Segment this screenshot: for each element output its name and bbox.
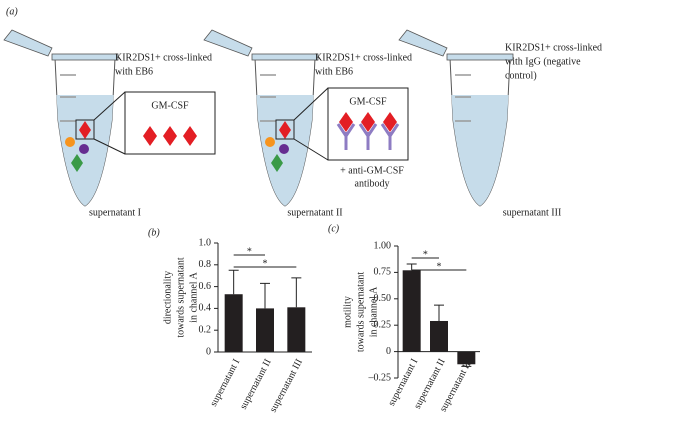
caption: supernatant II xyxy=(287,207,342,218)
antibody xyxy=(358,123,378,150)
marker xyxy=(361,112,375,132)
y-tick-label: 0.2 xyxy=(199,324,212,335)
panel-label: (b) xyxy=(148,227,160,238)
significance: * xyxy=(247,246,252,257)
marker xyxy=(163,126,177,146)
error-bar xyxy=(406,263,417,271)
tube-label: with EB6 xyxy=(115,66,153,77)
error-bar xyxy=(260,282,270,309)
error-bar xyxy=(228,269,239,295)
significance: * xyxy=(437,261,442,272)
marker xyxy=(143,126,157,146)
caption: supernatant III xyxy=(503,207,562,218)
zoom-line xyxy=(93,138,126,155)
tube-label: KIR2DS1+ cross-linked xyxy=(315,52,412,63)
tube-cap xyxy=(3,29,53,57)
y-axis-label: towards supernatant xyxy=(355,272,366,352)
inset-label: GM-CSF xyxy=(151,100,189,111)
tube-rim xyxy=(251,53,319,61)
marker xyxy=(279,121,291,139)
y-axis-label: motility xyxy=(342,296,353,328)
y-axis-label: in channel A xyxy=(368,286,379,337)
panel-label: (c) xyxy=(328,223,340,234)
tube-label: control) xyxy=(505,70,537,81)
bar xyxy=(287,307,306,352)
y-axis-label: in channel A xyxy=(188,271,199,322)
zoom-box xyxy=(275,119,295,140)
tube-rim xyxy=(51,53,119,61)
y-axis-label: directionality xyxy=(162,271,173,324)
note: antibody xyxy=(355,178,390,189)
y-tick-label: 0 xyxy=(206,346,211,357)
tube-cap xyxy=(203,29,253,57)
error-bar xyxy=(291,277,302,308)
marker xyxy=(79,121,91,139)
zoom-box xyxy=(75,119,95,140)
bar xyxy=(224,294,243,352)
y-tick-label: 1.0 xyxy=(199,237,212,248)
x-tick-label: supernatant I xyxy=(208,357,242,408)
panel-label: (a) xyxy=(6,6,18,17)
y-tick-label: 0.4 xyxy=(199,303,212,314)
marker xyxy=(339,112,353,132)
antibody xyxy=(336,123,356,150)
y-axis-label: towards supernatant xyxy=(175,257,186,337)
significance: * xyxy=(423,249,428,260)
bar xyxy=(402,270,421,352)
bar xyxy=(457,351,476,365)
error-bar xyxy=(461,364,472,367)
y-tick-label: –0.25 xyxy=(368,372,392,383)
marker xyxy=(71,154,83,172)
y-tick-label: 0.50 xyxy=(374,293,392,304)
inset-label: GM-CSF xyxy=(349,96,387,107)
y-tick-label: 0.75 xyxy=(374,267,392,278)
cell xyxy=(279,144,289,154)
tube-cap xyxy=(398,29,448,57)
caption: supernatant I xyxy=(89,207,141,218)
cell xyxy=(79,144,89,154)
zoom-line xyxy=(93,91,126,121)
zoom-line xyxy=(293,138,329,161)
x-tick-label: supernatant II xyxy=(238,357,274,411)
y-tick-label: 0 xyxy=(386,346,391,357)
liquid xyxy=(451,95,509,206)
y-tick-label: 0.25 xyxy=(374,319,392,330)
note: + anti-GM-CSF xyxy=(340,165,404,176)
tube-label: with EB6 xyxy=(315,66,353,77)
antibody xyxy=(380,123,400,150)
tube-label: with IgG (negative xyxy=(505,56,581,67)
cell xyxy=(265,137,275,147)
tube-label: KIR2DS1+ cross-linked xyxy=(505,42,602,53)
bar xyxy=(256,308,274,352)
error-bar xyxy=(434,304,444,321)
cell xyxy=(65,137,75,147)
y-tick-label: 0.6 xyxy=(199,281,212,292)
marker xyxy=(183,126,197,146)
y-tick-label: 1.00 xyxy=(374,240,392,251)
marker xyxy=(383,112,397,132)
bar xyxy=(430,320,448,352)
marker xyxy=(271,154,283,172)
tube-rim xyxy=(446,53,514,61)
significance: * xyxy=(263,258,268,269)
y-tick-label: 0.8 xyxy=(199,259,212,270)
x-tick-label: supernatant III xyxy=(268,357,305,414)
tube-label: KIR2DS1+ cross-linked xyxy=(115,52,212,63)
zoom-line xyxy=(293,87,329,121)
